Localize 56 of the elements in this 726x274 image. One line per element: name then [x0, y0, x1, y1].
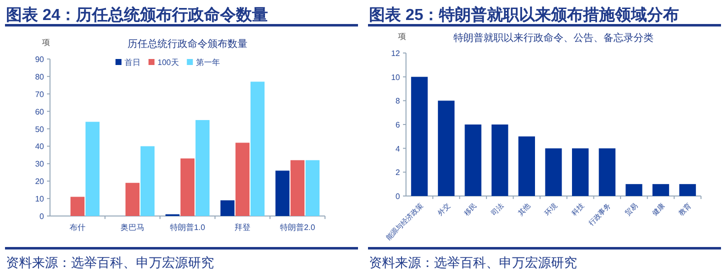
- bar: [464, 124, 482, 196]
- bar: [679, 184, 696, 196]
- bar: [492, 124, 508, 196]
- legend-label: 100天: [158, 58, 179, 67]
- x-tick-label: 拜登: [234, 223, 250, 232]
- bar: [125, 182, 140, 216]
- bar: [235, 142, 250, 216]
- bar: [196, 120, 210, 216]
- y-tick-label: 10: [391, 72, 401, 82]
- y-tick-label: 60: [35, 107, 45, 116]
- chart-subtitle: 特朗普就职以来行政命令、公告、备忘录分类: [454, 32, 654, 44]
- y-tick-label: 4: [396, 144, 401, 154]
- bar: [598, 148, 616, 196]
- bar: [275, 170, 290, 216]
- bar: [290, 160, 305, 216]
- y-tick-label: 12: [391, 49, 401, 58]
- x-tick-label: 特朗普1.0: [170, 223, 206, 232]
- bar: [438, 100, 455, 196]
- bar: [626, 184, 642, 196]
- chart-subtitle: 历任总统行政命令颁布数量: [128, 38, 248, 50]
- text: 资料来源：选举百科、申万宏源研究: [6, 255, 214, 270]
- bar: [545, 148, 562, 196]
- x-tick-label: 奥巴马: [120, 223, 144, 232]
- bar: [652, 184, 670, 196]
- y-tick-label: 20: [35, 177, 45, 186]
- y-tick-label: 90: [35, 55, 45, 64]
- y-tick-label: 6: [396, 120, 401, 130]
- bar: [572, 148, 589, 196]
- y-tick-label: 80: [35, 72, 45, 82]
- bar: [411, 76, 428, 196]
- x-tick-label: 布什: [70, 223, 86, 232]
- y-tick-label: 70: [35, 90, 45, 99]
- y-tick-label: 40: [35, 142, 45, 152]
- text: 资料来源：选举百科、申万宏源研究: [369, 255, 577, 270]
- y-tick-label: 2: [396, 168, 401, 178]
- bar: [220, 200, 234, 216]
- bar: [70, 196, 85, 216]
- legend-label: 首日: [124, 58, 140, 67]
- y-tick-label: 0: [40, 212, 45, 221]
- y-tick-label: 50: [35, 124, 45, 134]
- bar: [140, 146, 155, 216]
- bar: [180, 158, 195, 216]
- chart-title: 图表 24：历任总统颁布行政命令数量: [6, 6, 268, 24]
- y-tick-label: 8: [396, 96, 401, 106]
- y-tick-label: 0: [396, 192, 401, 201]
- legend-label: 第一年: [196, 58, 220, 67]
- bar: [250, 82, 265, 216]
- y-axis-title: 项: [398, 32, 406, 41]
- bar: [86, 122, 100, 216]
- y-tick-label: 10: [35, 194, 45, 204]
- y-axis-title: 项: [42, 38, 50, 47]
- bar: [518, 136, 535, 196]
- y-tick-label: 30: [35, 160, 45, 169]
- chart-title: 图表 25：特朗普就职以来颁布措施领域分布: [369, 5, 680, 24]
- bar: [306, 160, 320, 216]
- x-tick-label: 特朗普2.0: [280, 223, 316, 232]
